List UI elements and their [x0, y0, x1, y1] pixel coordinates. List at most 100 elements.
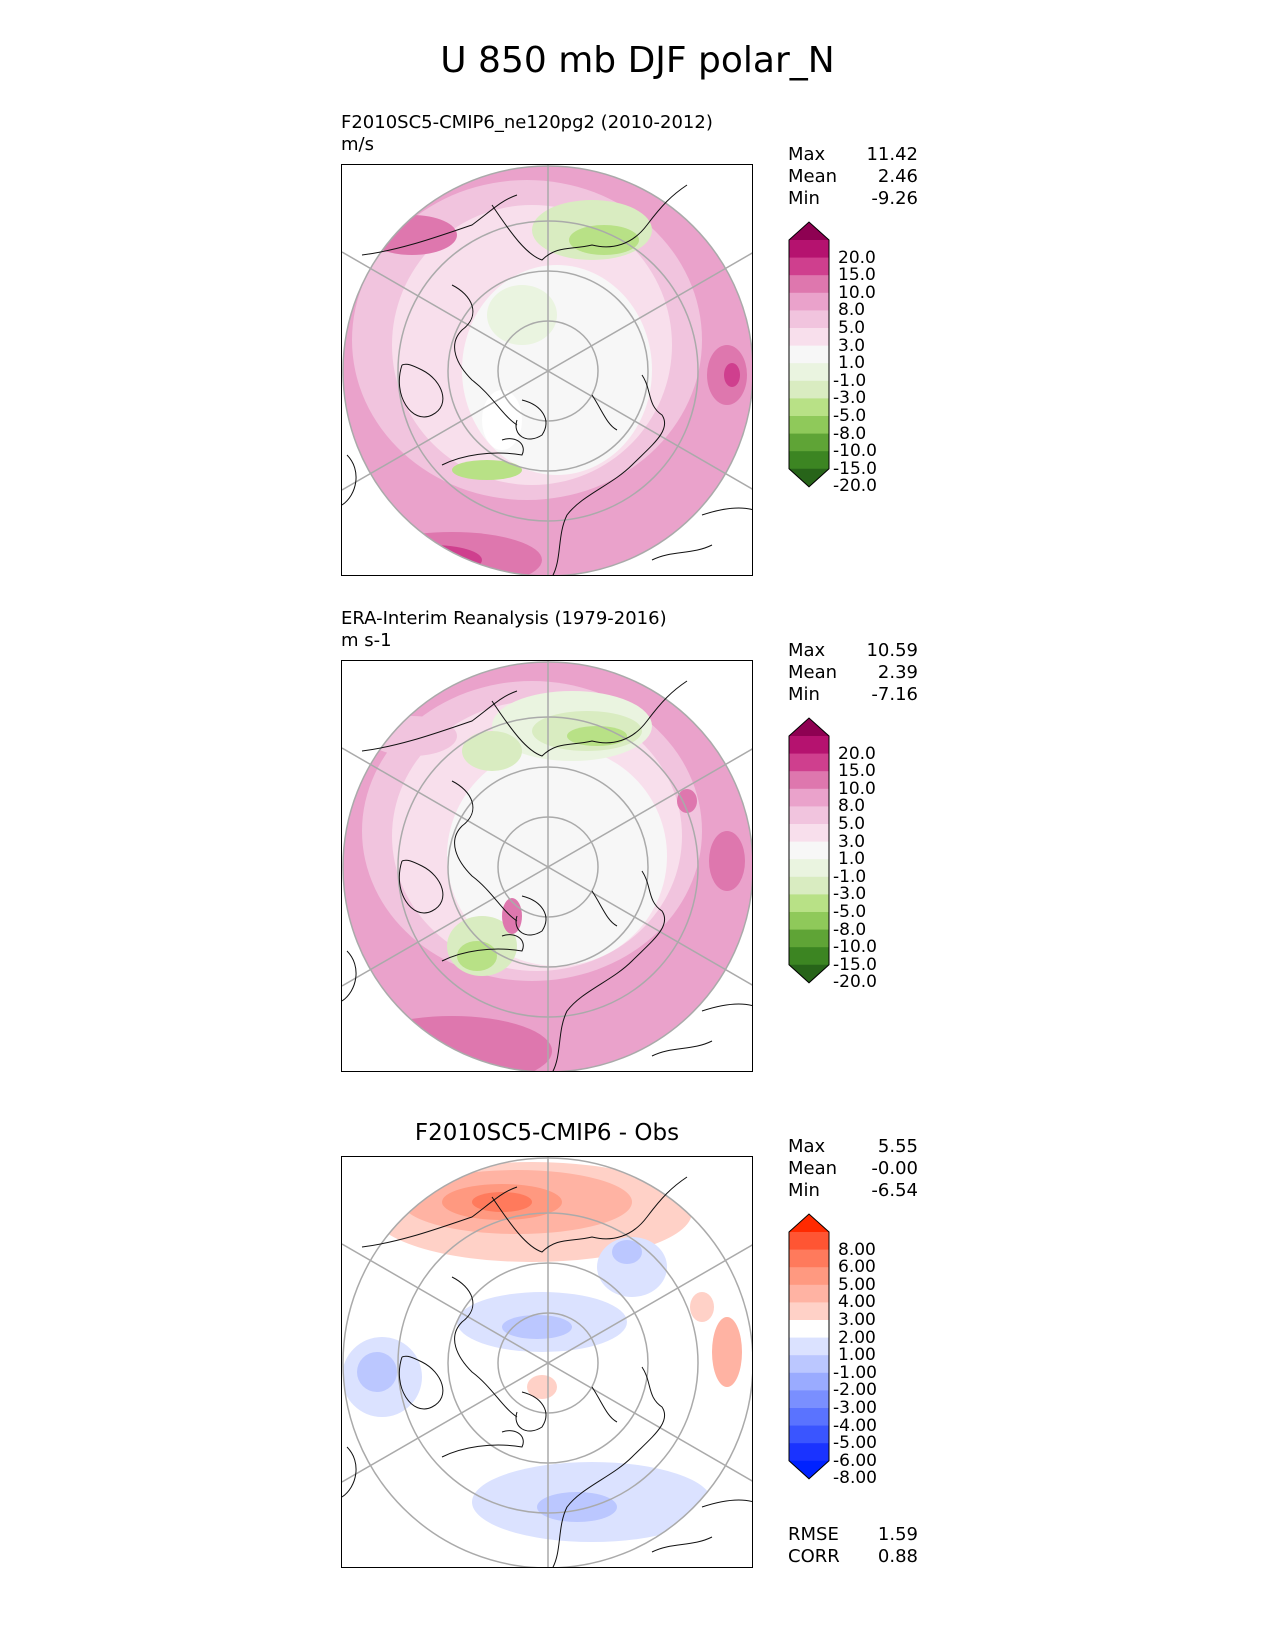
min-label: Min	[788, 188, 820, 209]
colorbar-segment	[789, 257, 829, 276]
colorbar-tick-label: -5.0	[833, 902, 867, 922]
colorbar-tick-label: -1.0	[833, 370, 867, 391]
polar-map	[341, 1156, 753, 1568]
colorbar-tick-label: -15.0	[833, 458, 877, 479]
colorbar-segment	[789, 736, 829, 755]
colorbar-segment	[789, 912, 829, 931]
colorbar-segment	[789, 240, 829, 259]
colorbar-tick-label: -6.00	[833, 1450, 877, 1471]
panel-diff: F2010SC5-CMIP6 - Obs	[341, 1110, 1146, 1570]
min-label: Min	[788, 1180, 820, 1201]
colorbar-segment	[789, 1284, 829, 1303]
colorbar-segment	[789, 824, 829, 843]
colorbar-tick-label: -20.0	[833, 476, 877, 497]
colorbar-segment	[789, 380, 829, 399]
colorbar-segment	[789, 1443, 829, 1462]
graticule	[342, 661, 752, 1071]
colorbar-segment	[789, 806, 829, 825]
min-value: -9.26	[871, 188, 918, 209]
panel-title: ERA-Interim Reanalysis (1979-2016)	[341, 608, 667, 629]
colorbar-segment	[789, 894, 829, 913]
polar-map	[341, 660, 753, 1072]
figure-title: U 850 mb DJF polar_N	[440, 40, 835, 81]
colorbar-tick-label: -10.0	[833, 937, 877, 958]
colorbar-extend-top	[789, 222, 829, 240]
colorbar-segment	[789, 1320, 829, 1339]
mean-label: Mean	[788, 166, 838, 187]
colorbar-tick-label: -2.00	[833, 1380, 877, 1401]
colorbar-tick-label: -10.0	[833, 441, 877, 462]
panel-obs: ERA-Interim Reanalysis (1979-2016) m s-1	[341, 604, 1146, 1072]
colorbar-tick-label: 1.00	[838, 1345, 876, 1366]
colorbar-segment	[789, 433, 829, 452]
colorbar-tick-label: 4.00	[838, 1292, 876, 1313]
colorbar-segment	[789, 1355, 829, 1374]
colorbar-tick-label: 20.0	[838, 247, 876, 268]
colorbar-segment	[789, 947, 829, 966]
colorbar-segment	[789, 363, 829, 382]
mean-label: Mean	[788, 662, 838, 683]
stats-box: Max 10.59 Mean 2.39 Min -7.16	[788, 640, 918, 706]
graticule	[342, 1157, 752, 1567]
colorbar-extend-bottom	[789, 1460, 829, 1479]
colorbar-segment	[789, 1249, 829, 1268]
panel-title: F2010SC5-CMIP6_ne120pg2 (2010-2012)	[341, 112, 713, 133]
colorbar-segment	[789, 451, 829, 470]
colorbar-tick-label: 2.00	[838, 1327, 876, 1348]
field-fill	[343, 166, 752, 575]
colorbar-tick-label: -3.00	[833, 1398, 877, 1418]
colorbar-segment	[789, 1232, 829, 1251]
coastlines	[342, 680, 752, 1071]
colorbar-tick-label: 5.0	[838, 814, 866, 834]
colorbar-tick-label: 5.0	[838, 318, 866, 338]
colorbar-tick-label: -4.00	[833, 1415, 877, 1436]
colorbar-tick-label: -15.0	[833, 954, 877, 975]
colorbar-tick-label: 3.0	[838, 831, 866, 852]
colorbar-svg	[788, 221, 830, 488]
map-svg	[342, 1157, 752, 1567]
panel-title: F2010SC5-CMIP6 - Obs	[414, 1120, 680, 1146]
map-svg	[342, 661, 752, 1071]
colorbar-segment	[789, 771, 829, 790]
colorbar-segment	[789, 859, 829, 878]
panel-units: m/s	[341, 134, 374, 155]
colorbar-segment	[789, 1337, 829, 1356]
colorbar-segment	[789, 416, 829, 435]
colorbar-tick-label: -20.0	[833, 972, 877, 993]
colorbar-svg	[788, 717, 830, 984]
min-label: Min	[788, 684, 820, 705]
colorbar-tick-label: 10.0	[838, 282, 876, 303]
colorbar-tick-label: -5.0	[833, 406, 867, 426]
colorbar-segment	[789, 328, 829, 347]
colorbar-tick-label: -3.0	[833, 884, 867, 905]
colorbar-tick-label: -1.00	[833, 1362, 877, 1383]
colorbar-segment	[789, 1267, 829, 1286]
colorbar-tick-label: 8.0	[838, 300, 866, 321]
colorbar-tick-label: 15.0	[838, 265, 876, 286]
max-label: Max	[788, 640, 826, 661]
colorbar-tick-label: 1.0	[838, 353, 866, 374]
rmse-value: 1.59	[877, 1524, 918, 1545]
mean-value: -0.00	[871, 1158, 918, 1179]
colorbar-segment	[789, 1425, 829, 1444]
colorbar-segment	[789, 929, 829, 948]
colorbar-outline	[788, 717, 830, 984]
colorbar-tick-label: 5.00	[838, 1274, 876, 1295]
colorbar-tick-label: 10.0	[838, 778, 876, 799]
metrics-box: RMSE 1.59 CORR 0.88	[788, 1524, 918, 1568]
graticule	[342, 165, 752, 575]
corr-label: CORR	[788, 1546, 840, 1567]
colorbar-tick-label: 3.00	[838, 1310, 876, 1330]
colorbar-tick-label: -8.0	[833, 919, 867, 940]
colorbar-tick-label: 8.0	[838, 796, 866, 817]
colorbar-tick-label: 8.00	[838, 1239, 876, 1260]
colorbar-segment	[789, 345, 829, 364]
min-value: -6.54	[871, 1180, 918, 1201]
colorbar-tick-label: -5.00	[833, 1433, 877, 1454]
colorbar-outline	[788, 221, 830, 488]
max-label: Max	[788, 1136, 826, 1157]
colorbar-extend-top	[789, 718, 829, 736]
min-value: -7.16	[871, 684, 918, 705]
max-value: 10.59	[866, 640, 918, 661]
map-svg	[342, 165, 752, 575]
